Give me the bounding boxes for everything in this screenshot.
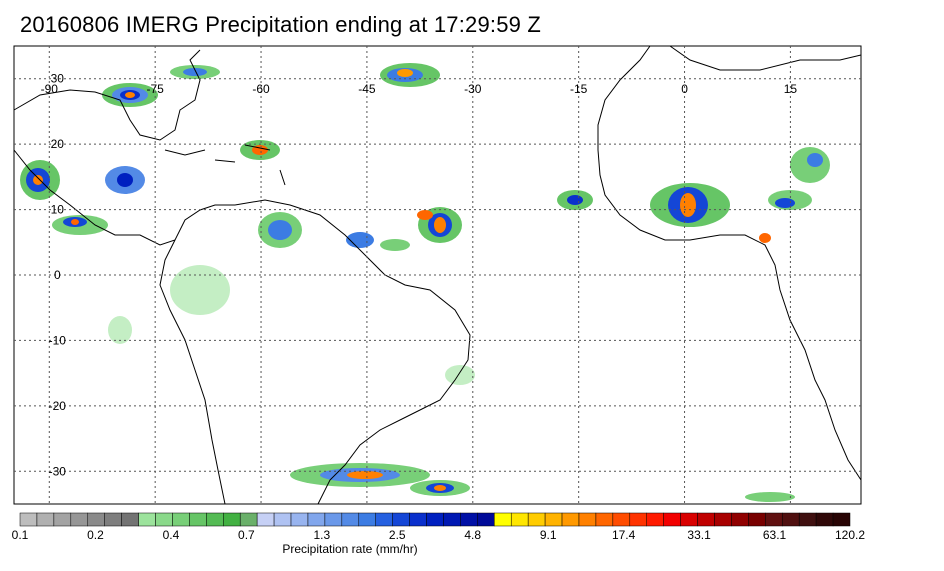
latitude-label: 10 xyxy=(51,203,65,217)
colorbar-tick-label: 4.8 xyxy=(464,528,482,542)
colorbar-swatch xyxy=(748,512,766,527)
latitude-labels: 30 20 10 0 -10 -20 -30 xyxy=(49,72,67,479)
colorbar-caption: Precipitation rate (mm/hr) xyxy=(282,542,418,556)
colorbar-swatch xyxy=(206,512,224,527)
colorbar-swatch xyxy=(121,512,139,527)
colorbar-swatch xyxy=(104,512,122,527)
colorbar-swatch xyxy=(680,512,698,527)
colorbar-swatch xyxy=(765,512,783,527)
colorbar-swatch xyxy=(290,512,309,527)
longitude-label: -15 xyxy=(570,82,588,96)
colorbar-swatch xyxy=(494,512,512,527)
colorbar-swatch xyxy=(561,512,580,527)
colorbar-swatch xyxy=(172,512,190,527)
colorbar-tick-label: 33.1 xyxy=(687,528,711,542)
colorbar-swatch xyxy=(273,512,292,527)
colorbar-tick-label: 120.2 xyxy=(834,528,866,542)
colorbar-swatch xyxy=(256,512,275,527)
coastline-africa xyxy=(597,45,862,481)
longitude-label: 15 xyxy=(784,82,798,96)
latitude-label: 20 xyxy=(51,137,65,151)
colorbar-swatch xyxy=(443,512,461,527)
colorbar-swatch xyxy=(307,512,326,527)
colorbar-swatch xyxy=(697,512,715,527)
colorbar-swatch xyxy=(426,512,444,527)
colorbar-swatch xyxy=(223,512,241,527)
colorbar-swatch xyxy=(510,512,529,527)
longitude-labels: -90 -75 -60 -45 -30 -15 0 15 xyxy=(41,82,798,96)
colorbar-swatch xyxy=(392,512,410,527)
colorbar-swatch xyxy=(239,512,258,527)
colorbar xyxy=(19,512,851,527)
coastline-north-america xyxy=(13,49,201,141)
colorbar-tick-label: 0.2 xyxy=(87,528,104,542)
colorbar-swatch xyxy=(70,512,89,527)
colorbar-tick-label: 63.1 xyxy=(762,528,787,542)
latitude-label: -10 xyxy=(49,333,67,347)
colorbar-swatch xyxy=(358,512,376,527)
colorbar-swatch xyxy=(544,512,563,527)
colorbar-tick-label: 2.5 xyxy=(388,528,406,542)
rain-cell-west-africa xyxy=(557,147,830,243)
rain-cell-south-atlantic xyxy=(290,463,795,502)
coastline-south-america xyxy=(159,199,471,505)
colorbar-swatch xyxy=(612,512,631,527)
colorbar-swatch xyxy=(629,512,647,527)
colorbar-swatch xyxy=(36,512,55,527)
colorbar-swatch xyxy=(731,512,749,527)
colorbar-swatch xyxy=(832,512,851,527)
colorbar-swatch xyxy=(460,512,478,527)
longitude-label: -75 xyxy=(146,82,164,96)
latitude-label: 30 xyxy=(51,72,65,86)
rain-cell-gulf xyxy=(102,83,158,107)
colorbar-tick-label: 17.4 xyxy=(611,528,636,542)
longitude-label: 0 xyxy=(681,82,688,96)
rain-cell-atlantic-itcz xyxy=(346,207,462,251)
map-title: 20160806 IMERG Precipitation ending at 1… xyxy=(20,12,542,37)
colorbar-swatch xyxy=(53,512,72,527)
colorbar-swatch xyxy=(155,512,173,527)
colorbar-swatch xyxy=(19,512,38,527)
coastline-caribbean-islands xyxy=(164,144,286,186)
map-frame xyxy=(13,45,862,505)
longitude-label: -90 xyxy=(41,82,59,96)
colorbar-swatch xyxy=(595,512,614,527)
colorbar-swatch xyxy=(341,512,360,527)
colorbar-swatch xyxy=(138,512,156,527)
colorbar-tick-label: 1.3 xyxy=(313,528,331,542)
colorbar-tick-label: 0.4 xyxy=(162,528,180,542)
longitude-label: -60 xyxy=(252,82,270,96)
latitude-label: -30 xyxy=(49,464,67,478)
colorbar-swatch xyxy=(324,512,343,527)
coastline-europe xyxy=(669,45,862,71)
colorbar-swatch xyxy=(409,512,427,527)
colorbar-swatch xyxy=(815,512,834,527)
colorbar-swatch xyxy=(781,512,800,527)
colorbar-swatch xyxy=(798,512,817,527)
gridlines xyxy=(14,46,861,504)
colorbar-swatch xyxy=(87,512,105,527)
colorbar-tick-labels: 0.1 0.2 0.4 0.7 1.3 2.5 4.8 9.1 17.4 33.1 63.1 120.… xyxy=(0,528,944,546)
latitude-label: -20 xyxy=(49,399,67,413)
colorbar-swatch xyxy=(663,512,681,527)
longitude-label: -45 xyxy=(358,82,376,96)
colorbar-swatch xyxy=(375,512,393,527)
colorbar-swatch xyxy=(527,512,546,527)
longitude-label: -30 xyxy=(464,82,482,96)
colorbar-swatch xyxy=(189,512,207,527)
colorbar-tick-label: 0.7 xyxy=(238,528,255,542)
colorbar-swatch xyxy=(714,512,732,527)
colorbar-tick-label: 9.1 xyxy=(539,528,557,542)
light-rain-amazon xyxy=(108,265,475,385)
latitude-label: 0 xyxy=(54,268,61,282)
colorbar-swatch xyxy=(477,512,495,527)
colorbar-tick-label: 0.1 xyxy=(11,528,29,542)
colorbar-swatch xyxy=(646,512,664,527)
colorbar-swatch xyxy=(578,512,597,527)
